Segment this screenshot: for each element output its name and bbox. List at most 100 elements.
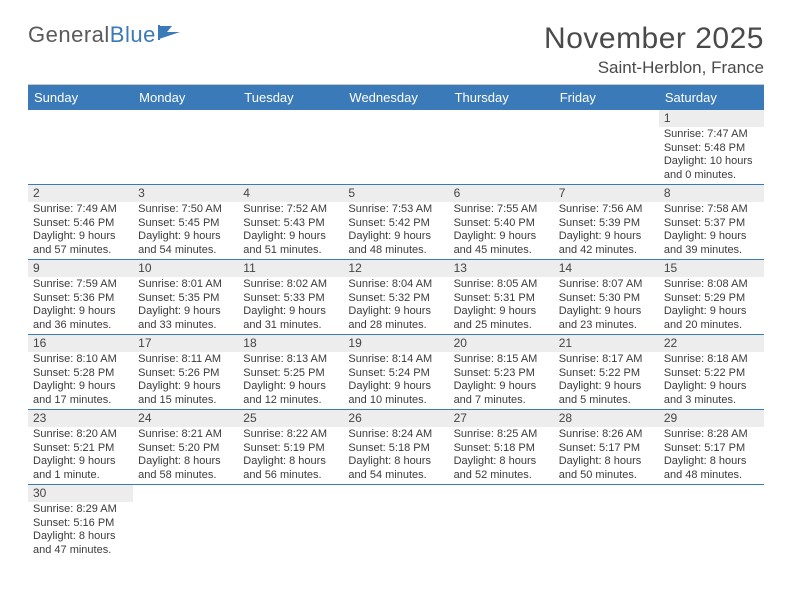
calendar-cell: 20Sunrise: 8:15 AMSunset: 5:23 PMDayligh… — [449, 335, 554, 410]
calendar-cell: 4Sunrise: 7:52 AMSunset: 5:43 PMDaylight… — [238, 185, 343, 260]
calendar-cell: 3Sunrise: 7:50 AMSunset: 5:45 PMDaylight… — [133, 185, 238, 260]
day-details: Sunrise: 7:47 AMSunset: 5:48 PMDaylight:… — [659, 127, 764, 184]
day-details: Sunrise: 8:20 AMSunset: 5:21 PMDaylight:… — [28, 427, 133, 484]
day-details: Sunrise: 7:55 AMSunset: 5:40 PMDaylight:… — [449, 202, 554, 259]
day-details: Sunrise: 7:53 AMSunset: 5:42 PMDaylight:… — [343, 202, 448, 259]
day-details: Sunrise: 8:05 AMSunset: 5:31 PMDaylight:… — [449, 277, 554, 334]
calendar-cell: 14Sunrise: 8:07 AMSunset: 5:30 PMDayligh… — [554, 260, 659, 335]
day-number: 25 — [238, 410, 343, 427]
calendar-cell — [449, 110, 554, 185]
day-number: 4 — [238, 185, 343, 202]
empty-cell — [343, 110, 448, 127]
month-title: November 2025 — [544, 22, 764, 56]
day-details: Sunrise: 7:52 AMSunset: 5:43 PMDaylight:… — [238, 202, 343, 259]
calendar-cell: 2Sunrise: 7:49 AMSunset: 5:46 PMDaylight… — [28, 185, 133, 260]
calendar-cell: 1Sunrise: 7:47 AMSunset: 5:48 PMDaylight… — [659, 110, 764, 185]
calendar-cell: 25Sunrise: 8:22 AMSunset: 5:19 PMDayligh… — [238, 410, 343, 485]
calendar-body: 1Sunrise: 7:47 AMSunset: 5:48 PMDaylight… — [28, 110, 764, 559]
weekday-header: Thursday — [449, 85, 554, 110]
day-number: 2 — [28, 185, 133, 202]
empty-cell — [28, 110, 133, 127]
day-number: 10 — [133, 260, 238, 277]
day-number: 7 — [554, 185, 659, 202]
calendar-cell — [343, 110, 448, 185]
day-number: 14 — [554, 260, 659, 277]
calendar-cell — [343, 485, 448, 560]
weekday-header: Sunday — [28, 85, 133, 110]
calendar-cell — [659, 485, 764, 560]
empty-cell — [449, 110, 554, 127]
day-details: Sunrise: 8:29 AMSunset: 5:16 PMDaylight:… — [28, 502, 133, 559]
title-block: November 2025 Saint-Herblon, France — [544, 22, 764, 78]
day-number: 13 — [449, 260, 554, 277]
calendar-cell: 13Sunrise: 8:05 AMSunset: 5:31 PMDayligh… — [449, 260, 554, 335]
day-details: Sunrise: 8:14 AMSunset: 5:24 PMDaylight:… — [343, 352, 448, 409]
empty-cell — [238, 110, 343, 127]
logo-text-1: General — [28, 22, 110, 48]
day-details: Sunrise: 8:28 AMSunset: 5:17 PMDaylight:… — [659, 427, 764, 484]
calendar-cell: 19Sunrise: 8:14 AMSunset: 5:24 PMDayligh… — [343, 335, 448, 410]
weekday-header: Wednesday — [343, 85, 448, 110]
calendar-cell: 11Sunrise: 8:02 AMSunset: 5:33 PMDayligh… — [238, 260, 343, 335]
day-details: Sunrise: 7:58 AMSunset: 5:37 PMDaylight:… — [659, 202, 764, 259]
calendar-cell: 10Sunrise: 8:01 AMSunset: 5:35 PMDayligh… — [133, 260, 238, 335]
calendar-cell: 18Sunrise: 8:13 AMSunset: 5:25 PMDayligh… — [238, 335, 343, 410]
calendar-week: 1Sunrise: 7:47 AMSunset: 5:48 PMDaylight… — [28, 110, 764, 185]
calendar-cell: 7Sunrise: 7:56 AMSunset: 5:39 PMDaylight… — [554, 185, 659, 260]
day-details: Sunrise: 8:02 AMSunset: 5:33 PMDaylight:… — [238, 277, 343, 334]
day-number: 30 — [28, 485, 133, 502]
calendar-cell — [238, 110, 343, 185]
calendar-cell: 8Sunrise: 7:58 AMSunset: 5:37 PMDaylight… — [659, 185, 764, 260]
calendar-page: GeneralBlue November 2025 Saint-Herblon,… — [0, 0, 792, 579]
calendar-cell: 26Sunrise: 8:24 AMSunset: 5:18 PMDayligh… — [343, 410, 448, 485]
day-number: 17 — [133, 335, 238, 352]
calendar-cell — [554, 110, 659, 185]
calendar-week: 23Sunrise: 8:20 AMSunset: 5:21 PMDayligh… — [28, 410, 764, 485]
calendar-cell: 22Sunrise: 8:18 AMSunset: 5:22 PMDayligh… — [659, 335, 764, 410]
day-number: 20 — [449, 335, 554, 352]
day-number: 6 — [449, 185, 554, 202]
calendar-cell: 16Sunrise: 8:10 AMSunset: 5:28 PMDayligh… — [28, 335, 133, 410]
weekday-header: Monday — [133, 85, 238, 110]
day-number: 16 — [28, 335, 133, 352]
weekday-row: SundayMondayTuesdayWednesdayThursdayFrid… — [28, 85, 764, 110]
day-details: Sunrise: 8:18 AMSunset: 5:22 PMDaylight:… — [659, 352, 764, 409]
day-details: Sunrise: 8:13 AMSunset: 5:25 PMDaylight:… — [238, 352, 343, 409]
day-number: 8 — [659, 185, 764, 202]
day-number: 12 — [343, 260, 448, 277]
day-number: 18 — [238, 335, 343, 352]
calendar-cell: 15Sunrise: 8:08 AMSunset: 5:29 PMDayligh… — [659, 260, 764, 335]
calendar-week: 16Sunrise: 8:10 AMSunset: 5:28 PMDayligh… — [28, 335, 764, 410]
logo: GeneralBlue — [28, 22, 184, 48]
day-details: Sunrise: 8:26 AMSunset: 5:17 PMDaylight:… — [554, 427, 659, 484]
day-details: Sunrise: 7:49 AMSunset: 5:46 PMDaylight:… — [28, 202, 133, 259]
calendar-week: 9Sunrise: 7:59 AMSunset: 5:36 PMDaylight… — [28, 260, 764, 335]
day-number: 23 — [28, 410, 133, 427]
day-details: Sunrise: 8:11 AMSunset: 5:26 PMDaylight:… — [133, 352, 238, 409]
weekday-header: Friday — [554, 85, 659, 110]
location: Saint-Herblon, France — [544, 58, 764, 78]
calendar-cell: 27Sunrise: 8:25 AMSunset: 5:18 PMDayligh… — [449, 410, 554, 485]
day-number: 15 — [659, 260, 764, 277]
day-number: 19 — [343, 335, 448, 352]
day-details: Sunrise: 8:01 AMSunset: 5:35 PMDaylight:… — [133, 277, 238, 334]
calendar-cell — [238, 485, 343, 560]
day-number: 28 — [554, 410, 659, 427]
calendar-cell: 23Sunrise: 8:20 AMSunset: 5:21 PMDayligh… — [28, 410, 133, 485]
day-details: Sunrise: 7:50 AMSunset: 5:45 PMDaylight:… — [133, 202, 238, 259]
day-details: Sunrise: 8:17 AMSunset: 5:22 PMDaylight:… — [554, 352, 659, 409]
calendar-week: 30Sunrise: 8:29 AMSunset: 5:16 PMDayligh… — [28, 485, 764, 560]
day-details: Sunrise: 8:22 AMSunset: 5:19 PMDaylight:… — [238, 427, 343, 484]
day-number: 29 — [659, 410, 764, 427]
calendar-cell — [554, 485, 659, 560]
calendar-cell: 5Sunrise: 7:53 AMSunset: 5:42 PMDaylight… — [343, 185, 448, 260]
calendar-cell: 17Sunrise: 8:11 AMSunset: 5:26 PMDayligh… — [133, 335, 238, 410]
calendar-cell: 29Sunrise: 8:28 AMSunset: 5:17 PMDayligh… — [659, 410, 764, 485]
calendar-cell: 30Sunrise: 8:29 AMSunset: 5:16 PMDayligh… — [28, 485, 133, 560]
calendar-table: SundayMondayTuesdayWednesdayThursdayFrid… — [28, 85, 764, 559]
flag-icon — [158, 22, 184, 48]
day-details: Sunrise: 8:07 AMSunset: 5:30 PMDaylight:… — [554, 277, 659, 334]
calendar-cell — [133, 110, 238, 185]
day-details: Sunrise: 8:21 AMSunset: 5:20 PMDaylight:… — [133, 427, 238, 484]
day-details: Sunrise: 8:08 AMSunset: 5:29 PMDaylight:… — [659, 277, 764, 334]
